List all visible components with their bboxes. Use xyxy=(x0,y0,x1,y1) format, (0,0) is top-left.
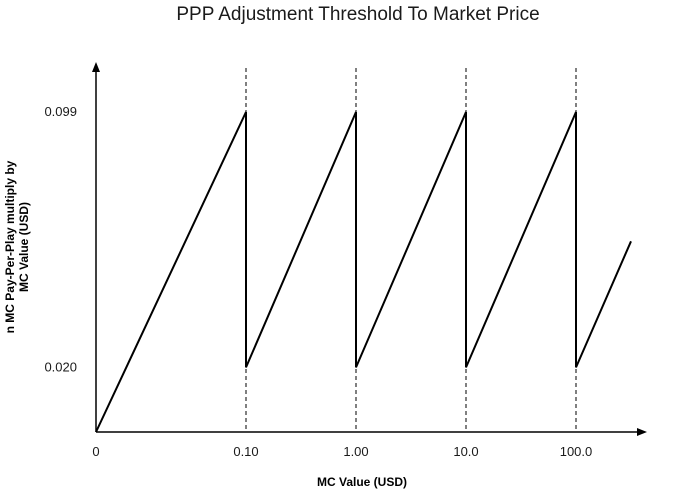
chart-title: PPP Adjustment Threshold To Market Price xyxy=(176,4,539,25)
axes xyxy=(92,62,647,436)
series-line xyxy=(95,111,632,433)
x-tick-label: 0.10 xyxy=(233,444,258,459)
series xyxy=(95,111,632,433)
y-tick-label: 0.099 xyxy=(44,104,77,119)
y-axis-label: n MC Pay-Per-Play multiply by MC Value (… xyxy=(3,160,31,333)
x-tick-label: 0 xyxy=(92,444,99,459)
y-axis-label-line-1: n MC Pay-Per-Play multiply by xyxy=(3,160,17,333)
y-axis-label-line-2: MC Value (USD) xyxy=(17,202,31,292)
x-tick-labels: 0 0.10 1.00 10.0 100.0 xyxy=(92,444,592,459)
x-axis-label: MC Value (USD) xyxy=(317,475,407,489)
x-tick-label: 1.00 xyxy=(343,444,368,459)
y-tick-label: 0.020 xyxy=(44,359,77,374)
x-axis-arrow xyxy=(637,428,647,436)
y-axis-arrow xyxy=(92,62,100,72)
x-tick-label: 10.0 xyxy=(453,444,478,459)
x-tick-label: 100.0 xyxy=(560,444,593,459)
y-tick-labels: 0.099 0.020 xyxy=(44,104,77,374)
